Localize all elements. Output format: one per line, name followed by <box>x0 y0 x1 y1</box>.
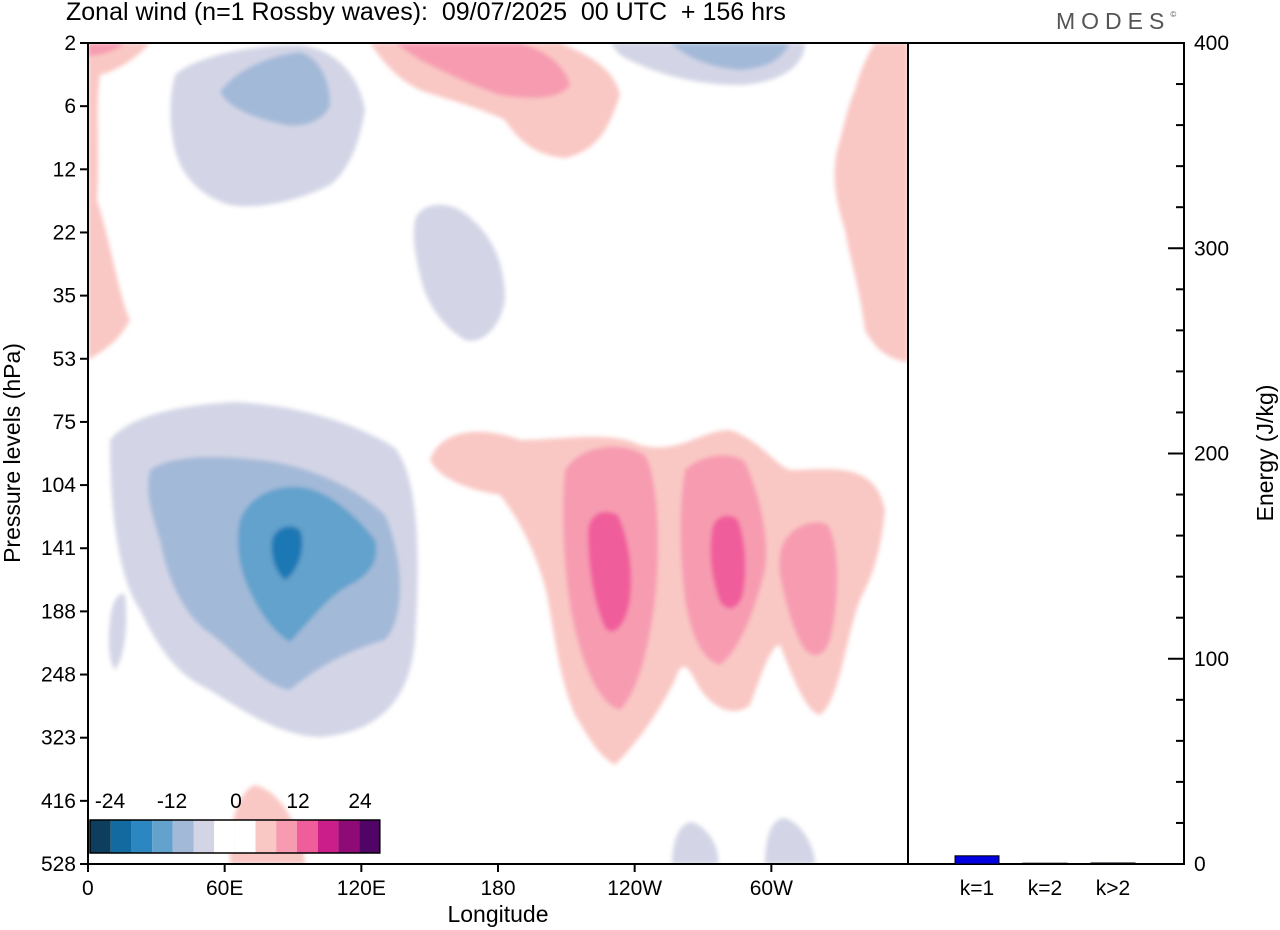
colorbar-tick-label: -12 <box>157 790 187 813</box>
x-axis-title: Longitude <box>447 901 548 927</box>
contour-neg-main-core <box>271 526 303 580</box>
brand-logo: MODES© <box>1056 8 1176 35</box>
contour-neg-bottom-a <box>672 822 719 864</box>
energy-bars <box>954 855 1136 865</box>
colorbar-tick-label: 12 <box>286 790 309 813</box>
energy-category-label: k>2 <box>1096 877 1130 900</box>
colorbar-swatch <box>255 820 277 853</box>
chart-title: Zonal wind (n=1 Rossby waves): 09/07/202… <box>66 0 786 26</box>
colorbar-swatch <box>317 820 339 853</box>
x-tick-label: 120E <box>337 877 386 900</box>
contour-pos-core-a <box>588 511 632 632</box>
y-tick-label: 53 <box>53 348 76 371</box>
y-tick-label: 12 <box>53 158 76 181</box>
y-tick-label: 188 <box>41 600 76 623</box>
colorbar-swatch <box>90 820 111 853</box>
energy-bar <box>954 855 1000 865</box>
contour-pos-left-edge <box>88 43 150 360</box>
colorbar-tick-label: -24 <box>95 790 126 813</box>
energy-tick-label: 300 <box>1194 237 1229 260</box>
contour-pos-core-b <box>710 515 746 609</box>
x-tick-label: 0 <box>82 877 94 900</box>
brand-mark: © <box>1170 10 1177 19</box>
y-tick-label: 35 <box>53 285 76 308</box>
contour-neg-mid-upper <box>413 204 505 341</box>
colorbar-swatch <box>297 820 318 853</box>
y-tick-label: 528 <box>41 853 76 876</box>
colorbar: -24 -12 0 12 24 <box>89 790 381 854</box>
contour-neg-upper-mid <box>220 52 330 126</box>
y-tick-label: 141 <box>41 537 76 560</box>
x-tick-label: 120W <box>607 877 662 900</box>
colorbar-swatch <box>110 820 132 853</box>
energy-bar <box>1090 862 1136 865</box>
contour-neg-bottom-b <box>765 818 815 864</box>
y-tick-label: 248 <box>41 664 76 687</box>
y-tick-label: 75 <box>53 411 76 434</box>
x-tick-label: 60W <box>750 877 793 900</box>
y-tick-label: 416 <box>41 790 76 813</box>
contour-neg-top-right-mid <box>670 43 790 70</box>
energy-axis-title: Energy (J/kg) <box>1252 385 1278 522</box>
colorbar-frame <box>89 819 381 854</box>
energy-axes: 0 100 200 300 400 k=1 k=2 k>2 <box>960 32 1229 900</box>
y-tick-label: 6 <box>64 95 76 118</box>
energy-tick-label: 0 <box>1194 853 1206 876</box>
colorbar-swatch <box>152 820 173 853</box>
energy-category-label: k=2 <box>1028 877 1062 900</box>
energy-bar <box>1022 862 1068 865</box>
brand-text: MODES <box>1056 8 1171 34</box>
colorbar-swatch <box>214 820 235 853</box>
y-tick-label: 323 <box>41 727 76 750</box>
colorbar-swatch <box>131 820 153 853</box>
colorbar-tick-label: 24 <box>348 790 372 813</box>
contour-field <box>88 43 908 864</box>
colorbar-tick-label: 0 <box>230 790 242 813</box>
colorbar-swatch <box>234 820 256 853</box>
colorbar-swatch <box>172 820 194 853</box>
colorbar-swatch <box>359 820 380 853</box>
energy-plot-frame <box>907 42 1185 865</box>
y-tick-label: 22 <box>53 221 76 244</box>
y-tick-label: 2 <box>64 32 76 55</box>
contour-neg-small-left <box>108 593 127 670</box>
x-tick-label: 60E <box>206 877 243 900</box>
colorbar-swatch <box>338 820 360 853</box>
contour-pos-upper-mid <box>395 43 570 98</box>
energy-tick-label: 400 <box>1194 32 1229 55</box>
colorbar-swatch <box>276 820 297 853</box>
colorbar-swatch <box>193 820 215 853</box>
x-tick-label: 180 <box>480 877 515 900</box>
energy-tick-label: 200 <box>1194 443 1229 466</box>
contour-neg-main-inner <box>237 486 377 642</box>
energy-category-label: k=1 <box>960 877 994 900</box>
y-tick-label: 104 <box>41 474 76 497</box>
contour-pos-main-mid-c <box>779 522 838 656</box>
contour-pos-right-edge <box>834 43 908 362</box>
y-axis-title: Pressure levels (hPa) <box>0 343 25 563</box>
contour-pos-main-outer <box>430 430 885 765</box>
energy-tick-label: 100 <box>1194 648 1229 671</box>
contour-pos-left-top <box>88 43 125 56</box>
